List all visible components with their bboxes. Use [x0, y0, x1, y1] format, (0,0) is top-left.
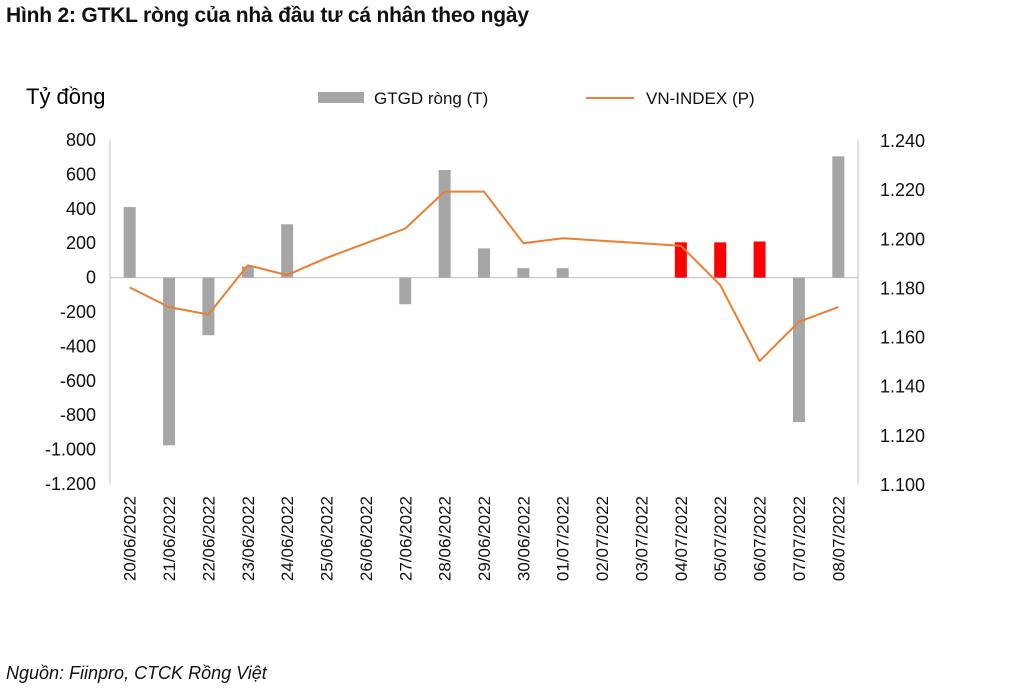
right-tick-label: 1.120	[880, 426, 925, 446]
legend-line-label: VN-INDEX (P)	[646, 89, 755, 108]
bar	[792, 277, 805, 423]
figure-title: Hình 2: GTKL ròng của nhà đầu tư cá nhân…	[6, 4, 529, 27]
bar	[399, 277, 412, 305]
bar	[832, 156, 845, 278]
line-series	[129, 190, 839, 363]
x-tick-label: 27/06/2022	[396, 496, 415, 581]
left-tick-label: -200	[60, 302, 96, 322]
left-tick-label: 800	[66, 130, 96, 150]
left-tick-label: -400	[60, 336, 96, 356]
x-tick-label: 01/07/2022	[554, 496, 573, 581]
x-tick-label: 20/06/2022	[121, 496, 140, 581]
x-tick-label: 29/06/2022	[475, 496, 494, 581]
right-tick-label: 1.180	[880, 278, 925, 298]
left-tick-label: -600	[60, 371, 96, 391]
y-axis-title: Tỷ đồng	[26, 84, 106, 109]
source-note: Nguồn: Fiinpro, CTCK Rồng Việt	[6, 663, 267, 683]
bar	[714, 242, 727, 278]
left-tick-label: 200	[66, 233, 96, 253]
bar	[517, 268, 530, 278]
bar	[202, 277, 215, 336]
bar	[478, 248, 490, 278]
x-tick-label: 02/07/2022	[593, 496, 612, 581]
x-tick-label: 06/07/2022	[751, 496, 770, 581]
bar	[241, 266, 254, 278]
bar	[753, 241, 766, 278]
x-tick-label: 28/06/2022	[436, 496, 455, 581]
x-tick-label: 04/07/2022	[672, 496, 691, 581]
bar	[163, 277, 176, 446]
left-tick-label: -800	[60, 405, 96, 425]
bar	[556, 268, 569, 278]
x-tick-label: 05/07/2022	[711, 496, 730, 581]
bars	[123, 156, 845, 446]
right-tick-label: 1.200	[880, 229, 925, 249]
right-tick-label: 1.160	[880, 328, 925, 348]
legend: GTGD ròng (T) VN-INDEX (P)	[318, 89, 755, 108]
x-tick-label: 26/06/2022	[357, 496, 376, 581]
right-tick-label: 1.100	[880, 475, 925, 495]
bar	[674, 242, 687, 278]
x-tick-label: 08/07/2022	[829, 496, 848, 581]
left-tick-label: 0	[86, 268, 96, 288]
legend-bar-label: GTGD ròng (T)	[374, 89, 488, 108]
right-axis-ticks: 1.240 1.220 1.200 1.180 1.160 1.140 1.120 1.100	[880, 131, 925, 495]
left-tick-label: -1.200	[45, 474, 96, 494]
x-tick-label: 23/06/2022	[239, 496, 258, 581]
x-tick-label: 30/06/2022	[514, 496, 533, 581]
left-tick-label: 400	[66, 199, 96, 219]
x-tick-label: 07/07/2022	[790, 496, 809, 581]
bar	[123, 207, 136, 278]
left-tick-label: -1.000	[45, 440, 96, 460]
bar	[281, 224, 294, 278]
x-tick-label: 21/06/2022	[160, 496, 179, 581]
x-tick-label: 03/07/2022	[632, 496, 651, 581]
x-tick-label: 25/06/2022	[318, 496, 337, 581]
vn-index-line	[129, 190, 839, 363]
right-tick-label: 1.240	[880, 131, 925, 151]
right-tick-label: 1.220	[880, 180, 925, 200]
legend-bar-swatch	[318, 92, 364, 103]
x-tick-label: 22/06/2022	[199, 496, 218, 581]
left-axis-ticks: 800 600 400 200 0 -200 -400 -600 -800 -1.000 -1.20…	[45, 130, 96, 494]
left-tick-label: 600	[66, 164, 96, 184]
x-axis-ticks: 20/06/2022 21/06/2022 22/06/2022 23/06/2022…	[121, 496, 849, 581]
bar	[438, 170, 451, 278]
x-tick-label: 24/06/2022	[278, 496, 297, 581]
right-tick-label: 1.140	[880, 377, 925, 397]
